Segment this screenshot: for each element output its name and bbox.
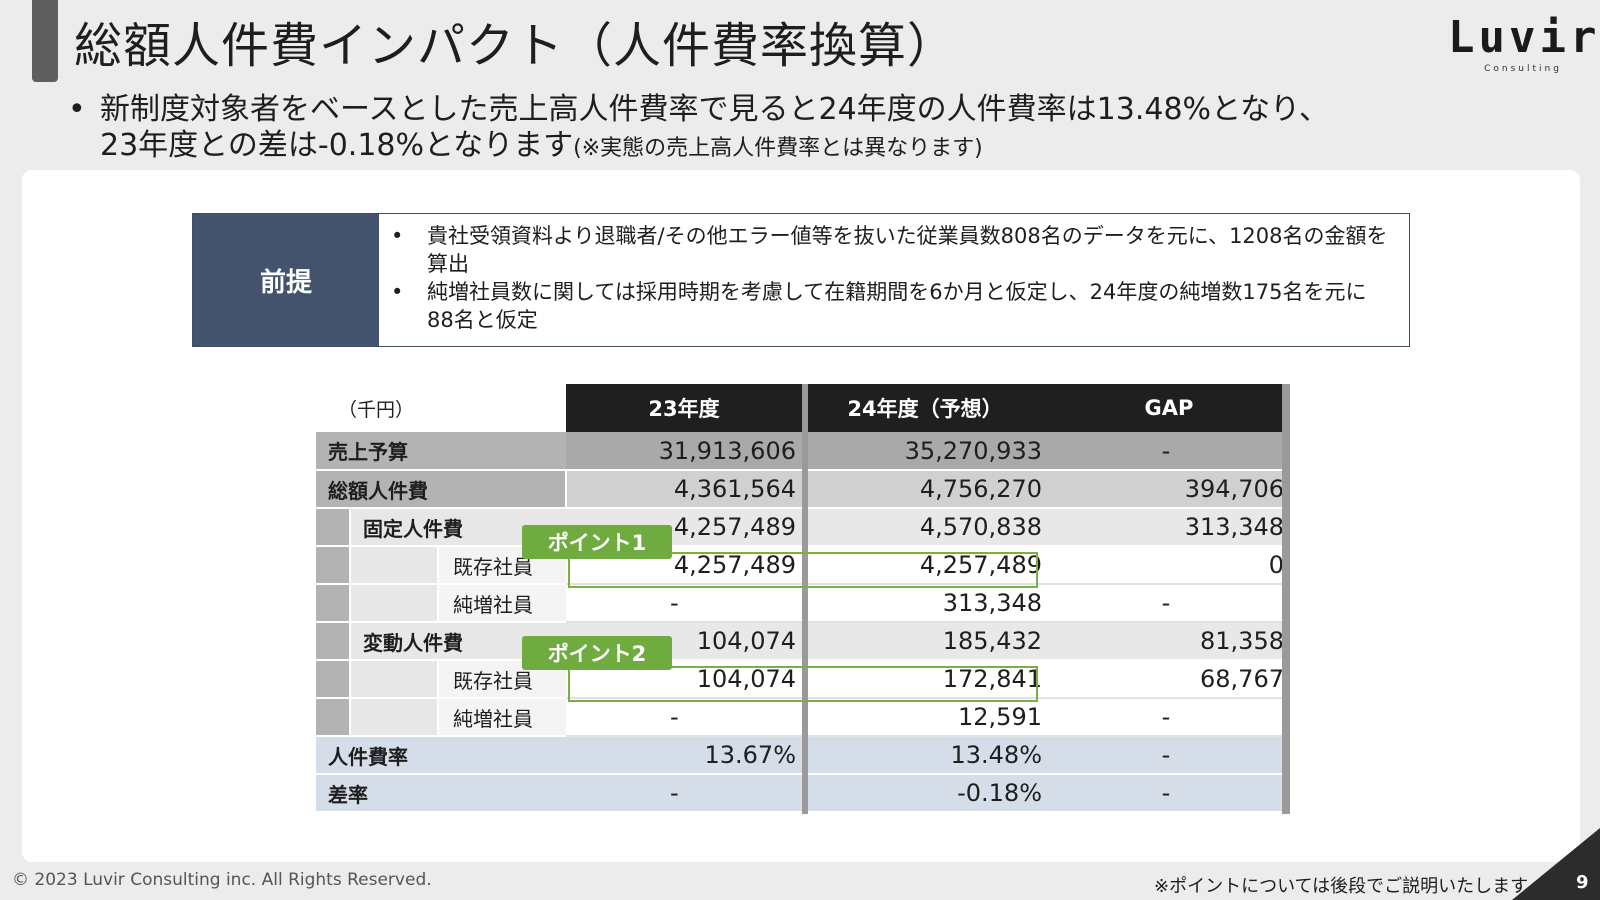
table-header-row: （千円） 23年度 24年度（予想） GAP bbox=[316, 384, 1290, 432]
lead-note: (※実態の売上高人件費率とは異なります) bbox=[573, 136, 983, 161]
table-right-edge bbox=[1282, 384, 1290, 814]
corner-triangle bbox=[1512, 828, 1600, 900]
premise-box: 前提 貴社受領資料より退職者/その他エラー値等を抜いた従業員数808名のデータを… bbox=[192, 213, 1410, 347]
table-row: 差率 - -0.18% - bbox=[316, 774, 1290, 813]
cell-gap: 394,706 bbox=[1048, 470, 1290, 509]
row-label: 純増社員 bbox=[438, 698, 566, 737]
row-indent bbox=[316, 622, 351, 661]
cell-gap: 0 bbox=[1048, 546, 1290, 585]
cell-fy24: 13.48% bbox=[802, 736, 1048, 775]
premise-label: 前提 bbox=[193, 214, 379, 346]
row-indent bbox=[350, 698, 439, 737]
logo-subtitle: Consulting bbox=[1484, 64, 1562, 74]
lead-line-2-text: 23年度との差は-0.18%となります bbox=[100, 128, 574, 163]
copyright: © 2023 Luvir Consulting inc. All Rights … bbox=[12, 870, 432, 890]
point2-callout: ポイント2 bbox=[522, 636, 672, 670]
cell-gap: - bbox=[1048, 698, 1290, 737]
cell-fy24: 313,348 bbox=[802, 584, 1048, 623]
lead-line-1: 新制度対象者をベースとした売上高人件費率で見ると24年度の人件費率は13.48%… bbox=[100, 92, 1329, 127]
row-indent bbox=[316, 660, 351, 699]
page-number: 9 bbox=[1576, 872, 1589, 893]
lead-line-2: 23年度との差は-0.18%となります(※実態の売上高人件費率とは異なります) bbox=[100, 128, 1448, 167]
point2-highlight bbox=[568, 666, 1038, 702]
lead-statement: • 新制度対象者をベースとした売上高人件費率で見ると24年度の人件費率は13.4… bbox=[68, 92, 1448, 167]
table-row: 固定人件費 4,257,489 4,570,838 313,348 bbox=[316, 508, 1290, 547]
premise-list: 貴社受領資料より退職者/その他エラー値等を抜いた従業員数808名のデータを元に、… bbox=[379, 214, 1409, 346]
footnote: ※ポイントについては後段でご説明いたします bbox=[1154, 876, 1529, 897]
table-row: 純増社員 - 12,591 - bbox=[316, 698, 1290, 737]
header-fy23: 23年度 bbox=[566, 384, 802, 432]
header-gap: GAP bbox=[1048, 384, 1290, 432]
title-accent-bar bbox=[32, 0, 58, 82]
row-indent bbox=[316, 698, 351, 737]
point1-highlight bbox=[568, 552, 1038, 588]
cell-fy24: 4,570,838 bbox=[802, 508, 1048, 547]
cell-gap: - bbox=[1048, 584, 1290, 623]
row-indent bbox=[350, 546, 439, 585]
row-label: 純増社員 bbox=[438, 584, 566, 623]
row-label: 人件費率 bbox=[316, 736, 566, 775]
premise-item: 貴社受領資料より退職者/その他エラー値等を抜いた従業員数808名のデータを元に、… bbox=[391, 222, 1391, 278]
row-label: 差率 bbox=[316, 774, 566, 813]
cell-fy23: - bbox=[566, 698, 802, 737]
column-divider bbox=[802, 384, 808, 814]
row-label: 売上予算 bbox=[316, 432, 566, 471]
cell-gap: 81,358 bbox=[1048, 622, 1290, 661]
cell-fy24: 12,591 bbox=[802, 698, 1048, 737]
cell-fy23: 4,361,564 bbox=[566, 470, 802, 509]
header-fy24: 24年度（予想） bbox=[802, 384, 1048, 432]
cell-fy23: 13.67% bbox=[566, 736, 802, 775]
table-row: 人件費率 13.67% 13.48% - bbox=[316, 736, 1290, 775]
cell-fy24: 35,270,933 bbox=[802, 432, 1048, 471]
table-row: 総額人件費 4,361,564 4,756,270 394,706 bbox=[316, 470, 1290, 509]
premise-item: 純増社員数に関しては採用時期を考慮して在籍期間を6か月と仮定し、24年度の純増数… bbox=[391, 278, 1391, 334]
unit-label: （千円） bbox=[338, 398, 415, 421]
cell-fy23: - bbox=[566, 774, 802, 813]
cell-fy24: -0.18% bbox=[802, 774, 1048, 813]
cell-fy24: 185,432 bbox=[802, 622, 1048, 661]
cell-fy23: - bbox=[566, 584, 802, 623]
cell-gap: 68,767 bbox=[1048, 660, 1290, 699]
point1-callout: ポイント1 bbox=[522, 525, 672, 559]
table-row: 純増社員 - 313,348 - bbox=[316, 584, 1290, 623]
company-logo: Luvir Consulting bbox=[1448, 12, 1600, 75]
row-indent bbox=[316, 508, 351, 547]
cell-gap: - bbox=[1048, 736, 1290, 775]
row-label: 総額人件費 bbox=[316, 470, 567, 509]
cell-fy23: 31,913,606 bbox=[566, 432, 802, 471]
page-title: 総額人件費インパクト（人件費率換算） bbox=[74, 18, 957, 74]
lead-bullet: • bbox=[68, 92, 86, 127]
row-indent bbox=[350, 660, 439, 699]
cell-gap: 313,348 bbox=[1048, 508, 1290, 547]
labor-cost-table: （千円） 23年度 24年度（予想） GAP 売上予算 31,913,606 3… bbox=[316, 384, 1290, 813]
cell-gap: - bbox=[1048, 432, 1290, 471]
row-indent bbox=[316, 546, 351, 585]
row-indent bbox=[350, 584, 439, 623]
row-indent bbox=[316, 584, 351, 623]
cell-fy24: 4,756,270 bbox=[802, 470, 1048, 509]
cell-gap: - bbox=[1048, 774, 1290, 813]
logo-wordmark: Luvir bbox=[1448, 12, 1600, 63]
table-row: 売上予算 31,913,606 35,270,933 - bbox=[316, 432, 1290, 471]
